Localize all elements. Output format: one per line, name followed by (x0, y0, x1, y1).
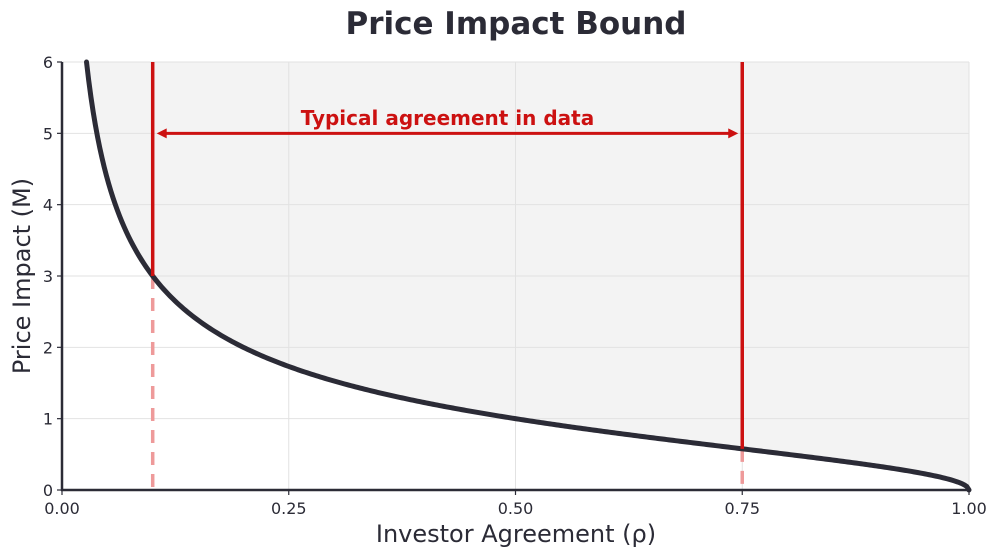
y-tick-label: 1 (43, 410, 53, 429)
y-tick-label: 4 (43, 196, 53, 215)
arrow-head-left-icon (156, 128, 167, 139)
agreement-range-lines (150, 62, 744, 449)
annotation-label: Typical agreement in data (301, 106, 595, 130)
y-tick-label: 6 (43, 53, 53, 72)
x-tick-label: 1.00 (951, 499, 987, 518)
x-tick-label: 0.50 (498, 499, 534, 518)
dashed-guides (150, 276, 744, 490)
y-tick-label: 5 (43, 124, 53, 143)
y-tick-label: 2 (43, 338, 53, 357)
y-tick-label: 0 (43, 481, 53, 500)
y-axis-ticks: 0 1 2 3 4 5 6 (43, 53, 62, 500)
x-tick-label: 0.25 (271, 499, 307, 518)
x-tick-label: 0.00 (44, 499, 80, 518)
chart-title: Price Impact Bound (345, 6, 686, 42)
plot-area: Typical agreement in data (61, 59, 972, 493)
x-axis-label: Investor Agreement (ρ) (376, 520, 656, 548)
range-arrow (156, 128, 739, 139)
x-tick-label: 0.75 (724, 499, 760, 518)
arrow-head-right-icon (728, 128, 739, 139)
y-axis-label: Price Impact (M) (8, 178, 36, 374)
price-impact-curve (84, 59, 972, 493)
x-axis-ticks: 0.00 0.25 0.50 0.75 1.00 (44, 490, 987, 518)
y-tick-label: 3 (43, 267, 53, 286)
